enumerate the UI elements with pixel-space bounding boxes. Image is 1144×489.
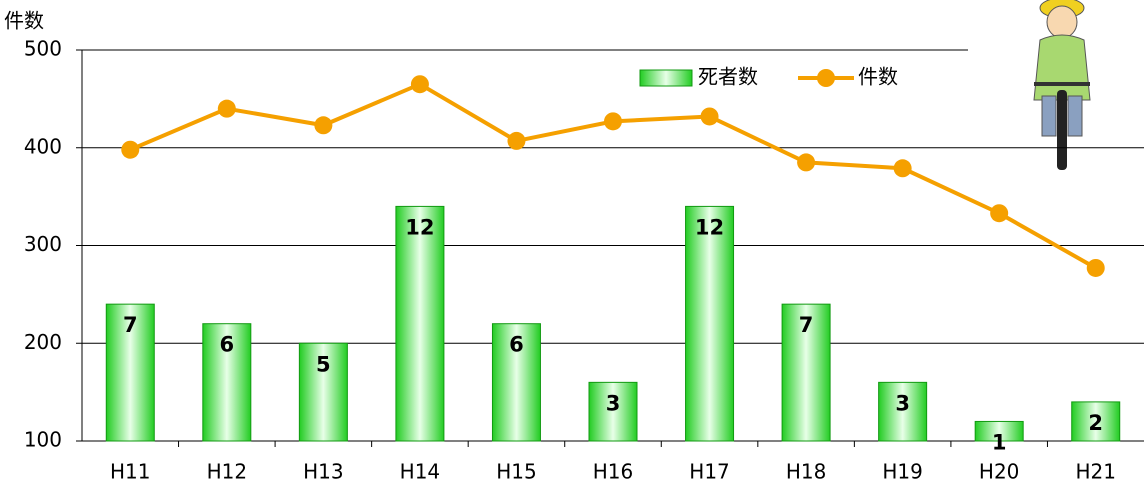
bar-label: 12 [695, 215, 724, 239]
x-tick-label: H14 [400, 460, 441, 484]
x-tick-label: H20 [979, 460, 1020, 484]
bar-label: 3 [895, 391, 910, 415]
legend-label: 死者数 [698, 65, 758, 89]
bar [491, 323, 541, 442]
line-marker [507, 131, 526, 150]
bar-label: 7 [123, 313, 138, 337]
x-tick-label: H17 [689, 460, 730, 484]
line-marker [700, 107, 719, 126]
line-marker [1086, 258, 1105, 277]
bar-label: 7 [799, 313, 814, 337]
y-tick-label: 200 [24, 330, 62, 354]
legend-item: 件数 [798, 65, 898, 89]
line-marker [121, 140, 140, 159]
x-tick-label: H13 [303, 460, 344, 484]
bar [298, 342, 348, 442]
y-tick-label: 100 [24, 428, 62, 452]
line-marker [893, 159, 912, 178]
bar-label: 12 [405, 215, 434, 239]
legend-marker [817, 69, 835, 87]
x-tick-label: H15 [496, 460, 537, 484]
bar-label: 3 [606, 391, 621, 415]
line-marker [410, 75, 429, 94]
bar [685, 205, 735, 442]
line-marker [604, 112, 622, 131]
legend-item: 死者数 [639, 65, 758, 89]
bar [395, 205, 445, 442]
bar [105, 303, 155, 442]
legend-label: 件数 [858, 65, 898, 89]
bar-label: 6 [509, 333, 524, 357]
line-marker [217, 99, 236, 118]
bar-label: 1 [992, 430, 1007, 454]
line-marker [797, 153, 816, 172]
bar-label: 2 [1088, 411, 1103, 435]
bar [202, 323, 252, 442]
x-tick-label: H18 [786, 460, 827, 484]
y-tick-label: 300 [24, 232, 62, 256]
cyclist-icon [1033, 0, 1091, 170]
line-marker [990, 204, 1009, 223]
y-tick-label: 500 [24, 37, 62, 61]
bar [1071, 401, 1121, 442]
bar-label: 5 [316, 352, 331, 376]
x-tick-label: H21 [1075, 460, 1116, 484]
x-tick-label: H12 [207, 460, 248, 484]
x-tick-label: H19 [882, 460, 923, 484]
bar [781, 303, 831, 442]
legend-swatch [639, 69, 693, 87]
y-tick-label: 400 [24, 134, 62, 158]
bar [878, 381, 928, 442]
x-tick-label: H16 [593, 460, 634, 484]
line [129, 81, 1097, 270]
line-marker [314, 116, 333, 135]
bar-label: 6 [220, 333, 235, 357]
x-tick-label: H11 [110, 460, 151, 484]
bar [974, 420, 1024, 442]
bar [588, 381, 638, 442]
y-axis-label: 件数 [4, 9, 44, 33]
